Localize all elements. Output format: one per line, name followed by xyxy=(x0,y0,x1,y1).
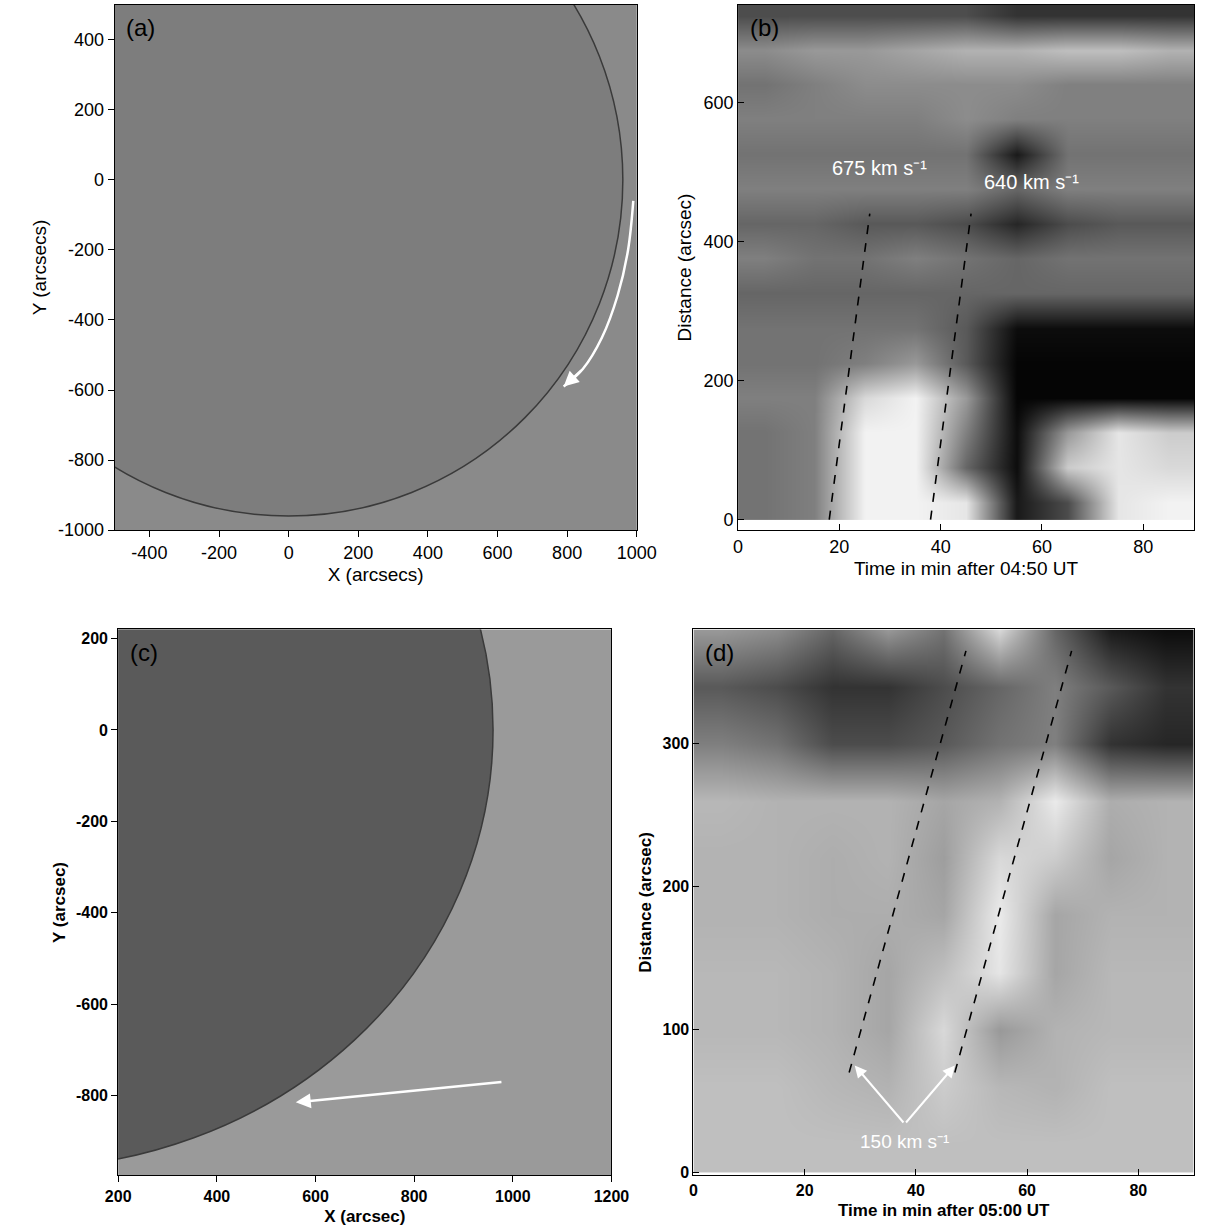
svg-text:80: 80 xyxy=(1129,1182,1147,1199)
svg-text:400: 400 xyxy=(74,30,104,50)
svg-text:600: 600 xyxy=(302,1188,329,1205)
svg-text:60: 60 xyxy=(1018,1182,1036,1199)
svg-text:400: 400 xyxy=(203,1188,230,1205)
svg-text:20: 20 xyxy=(829,537,849,557)
svg-text:Y (arcsec): Y (arcsec) xyxy=(50,862,69,943)
svg-text:200: 200 xyxy=(74,100,104,120)
svg-text:200: 200 xyxy=(343,543,373,563)
svg-text:200: 200 xyxy=(663,878,690,895)
svg-text:1000: 1000 xyxy=(495,1188,531,1205)
svg-text:(a): (a) xyxy=(126,14,155,41)
svg-text:800: 800 xyxy=(552,543,582,563)
svg-text:400: 400 xyxy=(703,232,733,252)
svg-text:80: 80 xyxy=(1133,537,1153,557)
svg-text:-200: -200 xyxy=(201,543,237,563)
svg-text:400: 400 xyxy=(413,543,443,563)
svg-text:200: 200 xyxy=(105,1188,132,1205)
svg-text:(c): (c) xyxy=(130,639,158,666)
svg-text:40: 40 xyxy=(931,537,951,557)
svg-text:0: 0 xyxy=(99,722,108,739)
svg-text:0: 0 xyxy=(689,1182,698,1199)
svg-text:-800: -800 xyxy=(76,1087,108,1104)
svg-text:Y (arcsecs): Y (arcsecs) xyxy=(29,220,50,316)
svg-text:Distance (arcsec): Distance (arcsec) xyxy=(636,832,655,973)
svg-text:1000: 1000 xyxy=(617,543,657,563)
svg-text:-200: -200 xyxy=(76,813,108,830)
svg-text:600: 600 xyxy=(482,543,512,563)
svg-text:X (arcsec): X (arcsec) xyxy=(324,1207,405,1226)
svg-text:X (arcsecs): X (arcsecs) xyxy=(328,564,424,585)
svg-text:-400: -400 xyxy=(131,543,167,563)
svg-text:Distance (arcsec): Distance (arcsec) xyxy=(674,194,695,342)
svg-text:(d): (d) xyxy=(705,639,734,666)
svg-text:-800: -800 xyxy=(68,450,104,470)
svg-text:-600: -600 xyxy=(68,380,104,400)
svg-text:60: 60 xyxy=(1032,537,1052,557)
svg-text:200: 200 xyxy=(703,371,733,391)
svg-text:150 km s⁻¹: 150 km s⁻¹ xyxy=(860,1131,949,1152)
svg-text:675 km s⁻¹: 675 km s⁻¹ xyxy=(832,157,927,179)
svg-text:0: 0 xyxy=(284,543,294,563)
svg-text:0: 0 xyxy=(680,1164,689,1181)
svg-text:40: 40 xyxy=(907,1182,925,1199)
svg-text:100: 100 xyxy=(663,1021,690,1038)
svg-text:0: 0 xyxy=(94,170,104,190)
svg-text:800: 800 xyxy=(401,1188,428,1205)
svg-text:-600: -600 xyxy=(76,996,108,1013)
svg-text:-400: -400 xyxy=(68,310,104,330)
svg-text:600: 600 xyxy=(703,93,733,113)
svg-text:0: 0 xyxy=(723,510,733,530)
svg-text:200: 200 xyxy=(81,630,108,647)
svg-text:20: 20 xyxy=(796,1182,814,1199)
svg-text:640 km s⁻¹: 640 km s⁻¹ xyxy=(984,171,1079,193)
svg-text:-400: -400 xyxy=(76,904,108,921)
svg-text:0: 0 xyxy=(733,537,743,557)
svg-text:1200: 1200 xyxy=(594,1188,630,1205)
svg-text:Time in min after 04:50 UT: Time in min after 04:50 UT xyxy=(854,558,1079,579)
svg-text:-200: -200 xyxy=(68,240,104,260)
svg-text:Time in min after 05:00 UT: Time in min after 05:00 UT xyxy=(838,1201,1050,1220)
svg-text:(b): (b) xyxy=(750,14,779,41)
svg-text:-1000: -1000 xyxy=(58,520,104,540)
svg-text:300: 300 xyxy=(663,735,690,752)
